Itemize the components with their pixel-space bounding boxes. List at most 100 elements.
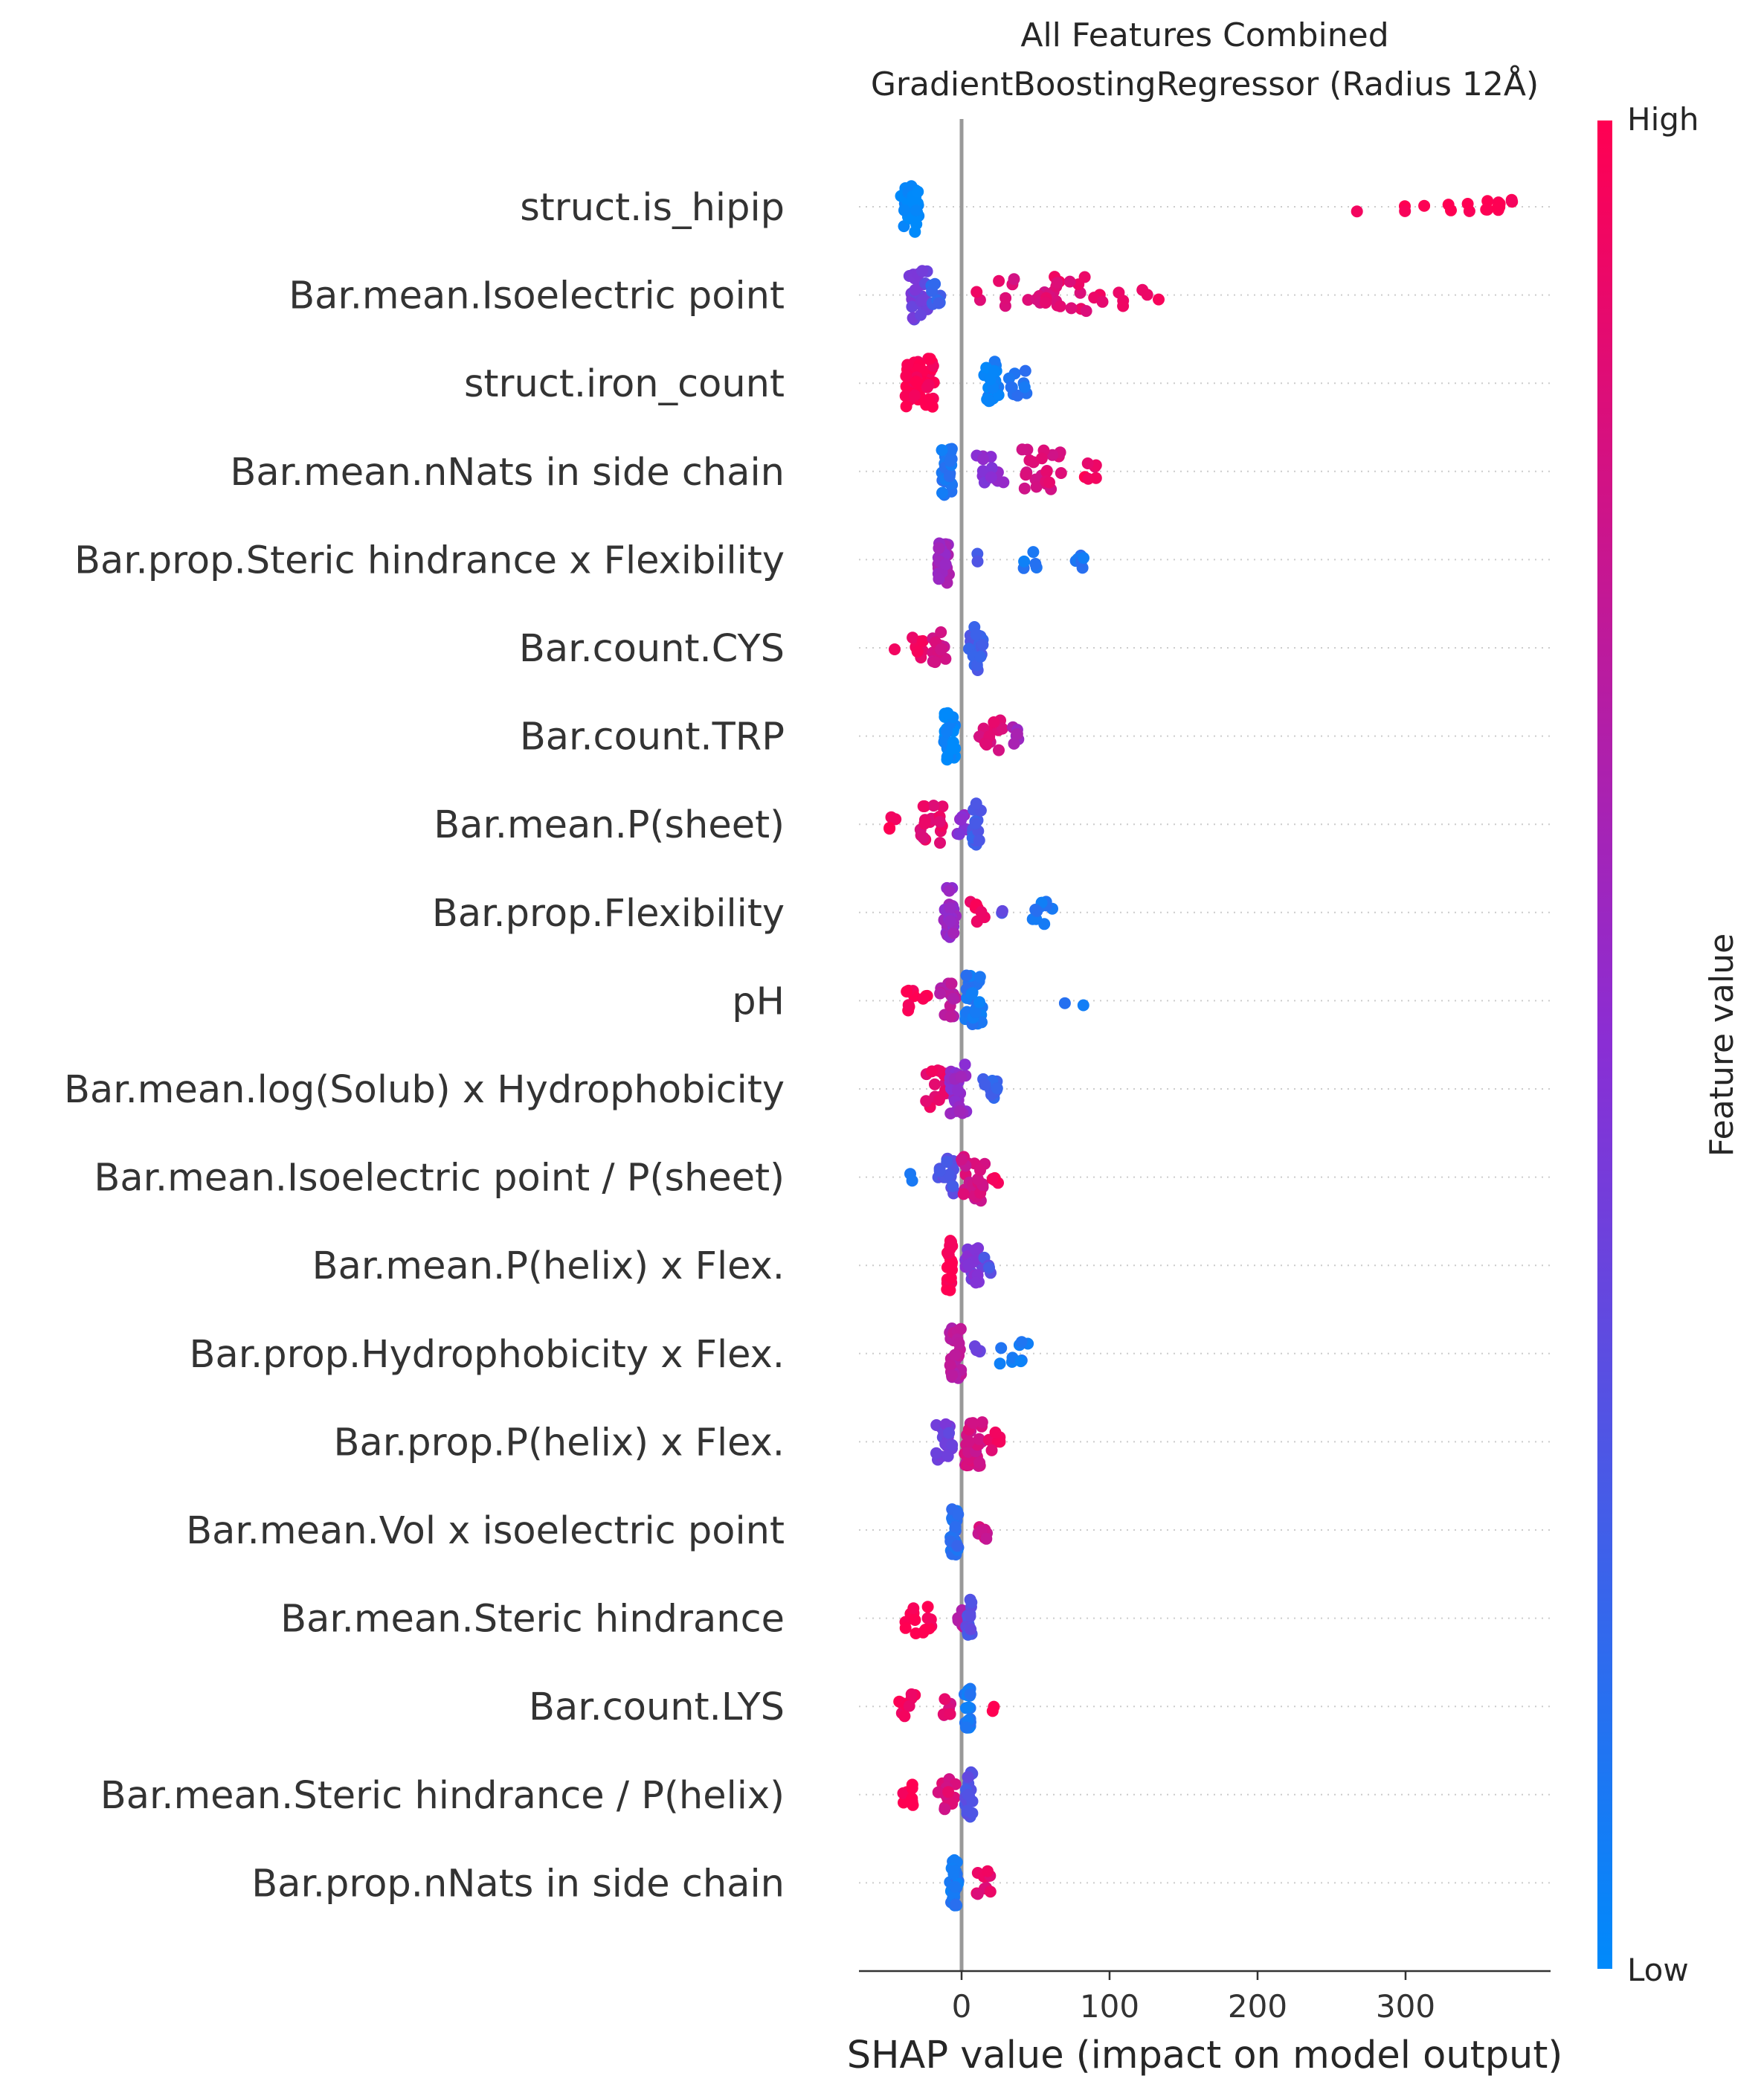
shap-point bbox=[1445, 204, 1457, 216]
shap-point bbox=[985, 471, 997, 483]
shap-point bbox=[918, 817, 931, 830]
shap-point bbox=[956, 1153, 968, 1166]
shap-point bbox=[1005, 381, 1017, 393]
colorbar-title: Feature value bbox=[1703, 933, 1741, 1157]
shap-point bbox=[933, 297, 945, 309]
shap-point bbox=[980, 1532, 993, 1545]
shap-point bbox=[917, 294, 930, 306]
shap-point bbox=[969, 1006, 982, 1018]
shap-point bbox=[939, 1803, 951, 1816]
shap-point bbox=[1493, 197, 1506, 210]
feature-label: Bar.mean.Vol x isoelectric point bbox=[186, 1509, 785, 1553]
shap-point bbox=[953, 828, 965, 840]
shap-point bbox=[906, 1174, 918, 1187]
shap-point bbox=[950, 1898, 962, 1911]
shap-point bbox=[1011, 727, 1023, 740]
x-axis-ticks: 0 100 200 300 bbox=[952, 1971, 1435, 2025]
shap-point bbox=[1018, 482, 1031, 495]
shap-point bbox=[993, 744, 1005, 756]
shap-point bbox=[906, 300, 918, 313]
feature-label: Bar.prop.Flexibility bbox=[432, 892, 785, 936]
shap-point bbox=[962, 1259, 974, 1271]
shap-point bbox=[985, 1444, 998, 1456]
shap-point bbox=[1065, 302, 1078, 315]
shap-point bbox=[915, 309, 927, 321]
shap-point bbox=[964, 1688, 976, 1700]
shap-point bbox=[1480, 203, 1493, 216]
shap-point bbox=[910, 204, 922, 216]
shap-point bbox=[973, 834, 985, 846]
shap-point bbox=[1035, 452, 1048, 465]
shap-point bbox=[935, 626, 947, 638]
shap-point bbox=[1054, 300, 1066, 312]
shap-point bbox=[1117, 300, 1130, 312]
shap-point bbox=[949, 1880, 962, 1893]
shap-point bbox=[996, 904, 1008, 917]
shap-point bbox=[973, 1456, 986, 1469]
shap-point bbox=[933, 573, 945, 585]
shap-point bbox=[960, 969, 973, 982]
shap-point bbox=[944, 454, 956, 467]
shap-point bbox=[909, 389, 921, 402]
feature-label: struct.is_hipip bbox=[520, 186, 785, 230]
shap-point bbox=[967, 1417, 979, 1430]
shap-point bbox=[944, 1010, 957, 1023]
shap-point bbox=[971, 1173, 984, 1186]
shap-point bbox=[976, 465, 989, 478]
shap-point bbox=[934, 987, 947, 1000]
shap-point bbox=[954, 1322, 967, 1335]
shap-point bbox=[1020, 469, 1032, 481]
shap-point bbox=[1082, 472, 1095, 485]
shap-point bbox=[944, 1359, 956, 1372]
shap-point bbox=[897, 1787, 910, 1799]
shap-point bbox=[917, 832, 930, 844]
shap-point bbox=[922, 379, 935, 391]
shap-point bbox=[923, 393, 936, 405]
feature-label: Bar.mean.nNats in side chain bbox=[230, 451, 785, 495]
shap-point bbox=[995, 1342, 1008, 1354]
shap-point bbox=[947, 927, 960, 939]
shap-point bbox=[939, 558, 952, 570]
shap-point bbox=[910, 376, 923, 388]
shap-point bbox=[900, 400, 912, 413]
shap-point bbox=[989, 1426, 1002, 1439]
shap-point bbox=[1002, 372, 1015, 385]
shap-point bbox=[965, 1623, 977, 1636]
shap-point bbox=[961, 1804, 973, 1817]
shap-point bbox=[898, 204, 910, 216]
feature-label: Bar.count.TRP bbox=[520, 716, 785, 759]
shap-point bbox=[947, 1180, 959, 1192]
shap-point bbox=[1016, 443, 1029, 456]
shap-point bbox=[1399, 205, 1411, 217]
shap-point bbox=[909, 283, 921, 296]
shap-point bbox=[993, 274, 1005, 287]
shap-point bbox=[907, 631, 919, 644]
shap-point bbox=[945, 977, 958, 990]
shap-point bbox=[917, 1626, 930, 1639]
feature-label: Bar.mean.log(Solub) x Hydrophobicity bbox=[64, 1068, 785, 1112]
x-tick-label: 300 bbox=[1376, 1988, 1435, 2025]
shap-point bbox=[901, 359, 914, 371]
shap-point bbox=[1015, 1336, 1028, 1349]
shap-point bbox=[974, 650, 987, 663]
feature-label: Bar.prop.Hydrophobicity x Flex. bbox=[189, 1333, 785, 1377]
shap-point bbox=[909, 1614, 921, 1626]
shap-point bbox=[996, 722, 1008, 735]
shap-point bbox=[941, 725, 953, 738]
shap-point bbox=[1418, 199, 1431, 212]
shap-point bbox=[1141, 289, 1153, 301]
shap-point bbox=[1038, 918, 1051, 930]
shap-point bbox=[975, 1524, 988, 1537]
shap-point bbox=[1058, 997, 1071, 1009]
shap-point bbox=[944, 1284, 956, 1296]
shap-point bbox=[917, 992, 930, 1005]
shap-point bbox=[986, 1173, 999, 1185]
shap-point bbox=[953, 1337, 965, 1349]
shap-point bbox=[916, 634, 929, 647]
x-axis-label: SHAP value (impact on model output) bbox=[847, 2034, 1563, 2077]
shap-point bbox=[932, 1786, 944, 1799]
shap-point bbox=[941, 1450, 954, 1462]
colorbar-low-label: Low bbox=[1627, 1952, 1689, 1988]
shap-point bbox=[994, 1436, 1006, 1448]
shap-point bbox=[962, 1436, 975, 1448]
